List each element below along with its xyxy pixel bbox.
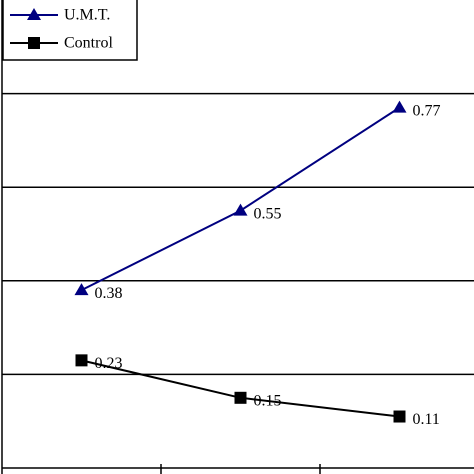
- data-label: 0.23: [95, 355, 123, 372]
- legend-label: U.M.T.: [64, 7, 110, 24]
- data-point: [393, 410, 406, 423]
- data-point: [233, 203, 248, 216]
- legend-label: Control: [64, 35, 113, 52]
- data-label: 0.77: [413, 102, 441, 119]
- legend-marker: [27, 8, 41, 20]
- data-label: 0.15: [254, 392, 282, 409]
- data-point: [75, 354, 88, 367]
- legend-marker: [28, 37, 40, 49]
- data-point: [234, 391, 247, 404]
- data-point: [392, 100, 407, 113]
- data-label: 0.38: [95, 285, 123, 302]
- legend-box: [2, 0, 138, 61]
- data-label: 0.11: [413, 411, 440, 428]
- data-point: [74, 283, 89, 296]
- data-label: 0.55: [254, 205, 282, 222]
